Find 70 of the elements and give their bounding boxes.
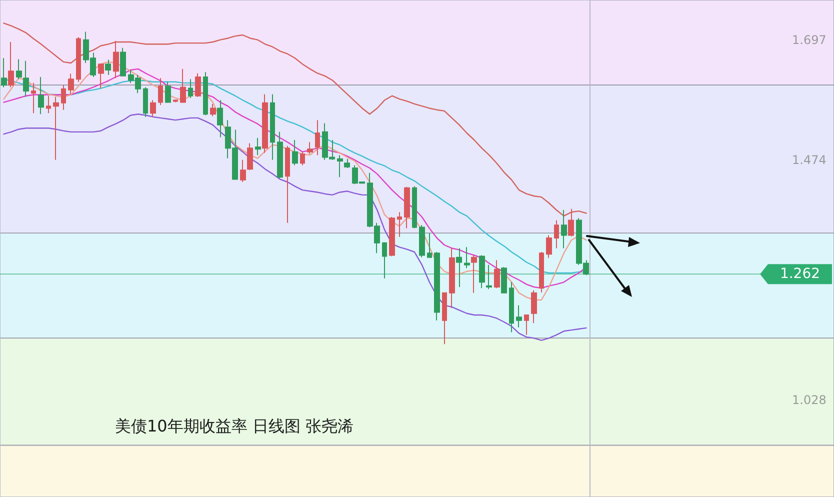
- candlestick: [300, 151, 305, 166]
- candlestick: [285, 145, 290, 224]
- y-tick-label: 1.474: [792, 152, 826, 167]
- candlestick: [464, 246, 470, 269]
- line-series: [3, 114, 587, 341]
- candlestick: [389, 216, 395, 257]
- candlestick: [344, 158, 350, 168]
- candlestick: [98, 64, 104, 89]
- candlestick: [270, 94, 275, 160]
- candlestick: [61, 84, 66, 110]
- candlestick: [434, 252, 440, 321]
- candlestick: [247, 142, 253, 171]
- candlestick: [38, 76, 44, 115]
- candlestick: [277, 131, 283, 179]
- candlestick: [494, 260, 500, 289]
- candlestick: [173, 100, 178, 103]
- candlestick: [516, 304, 522, 328]
- y-tick-label: 1.028: [792, 393, 826, 408]
- candlestick: [539, 252, 544, 293]
- annotation: 美债10年期收益率 日线图 张尧浠: [115, 416, 354, 436]
- candlestick: [486, 264, 492, 290]
- candlestick: [217, 100, 223, 138]
- candlestick: [479, 254, 485, 289]
- candlestick: [382, 242, 387, 279]
- candlestick: [46, 95, 51, 114]
- candlestick: [419, 224, 425, 258]
- candlestick: [105, 59, 111, 76]
- candlestick: [471, 254, 477, 294]
- candlestick: [412, 186, 417, 229]
- candlestick: [165, 81, 171, 104]
- candlestick: [337, 154, 343, 178]
- candlestick: [442, 292, 447, 345]
- candlestick: [255, 137, 261, 156]
- candlestick: [449, 248, 455, 308]
- candlestick: [210, 103, 216, 117]
- candlestick: [158, 78, 163, 106]
- candlestick: [315, 120, 320, 156]
- candlestick: [240, 159, 246, 182]
- candlestick: [188, 78, 193, 98]
- candlestick: [561, 210, 567, 249]
- candlestick: [180, 68, 186, 104]
- candlestick: [1, 58, 7, 88]
- candlestick: [195, 72, 201, 98]
- candlestick: [531, 290, 537, 324]
- candlestick: [307, 142, 313, 154]
- candlestick: [113, 40, 119, 79]
- candlestick: [456, 248, 462, 288]
- candlestick: [262, 94, 268, 154]
- candlestick: [8, 42, 14, 88]
- candlestick: [524, 314, 529, 336]
- candlestick: [501, 266, 507, 294]
- candlestick: [68, 73, 74, 95]
- candlestick: [120, 47, 126, 76]
- candlestick: [143, 86, 148, 118]
- candlestick: [76, 36, 81, 82]
- candlestick: [554, 220, 559, 249]
- candlestick: [397, 212, 402, 238]
- candlestick: [150, 100, 156, 118]
- candlestick: [546, 234, 552, 258]
- candlestick: [509, 282, 514, 333]
- candlestick: [292, 140, 298, 166]
- candlestick: [404, 186, 410, 229]
- candlestick: [16, 58, 22, 80]
- candlestick: [427, 232, 432, 258]
- y-tick-label: 1.697: [792, 32, 826, 47]
- candlestick: [53, 96, 59, 160]
- candlestick: [31, 82, 36, 114]
- ref-line-label: 1.262: [780, 266, 820, 282]
- candlestick: [203, 72, 208, 116]
- candlestick: [23, 60, 29, 98]
